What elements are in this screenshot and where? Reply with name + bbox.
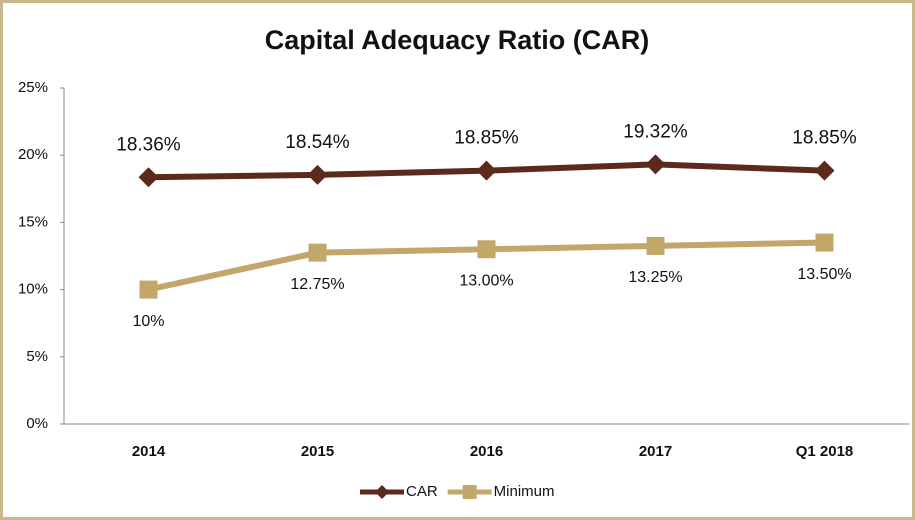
data-label: 13.25% bbox=[628, 269, 682, 286]
data-label: 13.50% bbox=[797, 266, 851, 283]
marker bbox=[477, 240, 496, 259]
y-tick-label: 5% bbox=[26, 348, 48, 365]
y-tick-label: 25% bbox=[18, 79, 48, 96]
x-tick-label: Q1 2018 bbox=[796, 443, 854, 460]
data-label: 10% bbox=[132, 313, 164, 330]
legend-marker bbox=[462, 485, 477, 499]
marker bbox=[815, 233, 834, 252]
marker bbox=[646, 236, 665, 255]
marker bbox=[476, 160, 497, 181]
marker bbox=[645, 154, 666, 175]
x-tick-label: 2014 bbox=[132, 443, 166, 460]
x-tick-label: 2016 bbox=[470, 443, 503, 460]
legend-label: CAR bbox=[406, 483, 438, 500]
marker bbox=[307, 164, 328, 185]
data-label: 13.00% bbox=[459, 272, 513, 289]
y-tick-label: 20% bbox=[18, 146, 48, 163]
x-tick-label: 2015 bbox=[301, 443, 334, 460]
legend-label: Minimum bbox=[494, 483, 555, 500]
data-label: 18.85% bbox=[454, 128, 519, 149]
data-label: 18.85% bbox=[792, 128, 857, 149]
y-tick-label: 0% bbox=[26, 415, 48, 432]
data-label: 18.54% bbox=[285, 132, 350, 153]
marker bbox=[308, 243, 327, 262]
y-tick-label: 10% bbox=[18, 281, 48, 298]
legend-marker bbox=[375, 485, 389, 499]
marker bbox=[139, 280, 158, 299]
data-label: 12.75% bbox=[290, 276, 344, 293]
data-label: 18.36% bbox=[116, 134, 181, 155]
marker bbox=[138, 167, 159, 188]
y-tick-label: 15% bbox=[18, 213, 48, 230]
chart-title: Capital Adequacy Ratio (CAR) bbox=[265, 25, 650, 55]
marker bbox=[814, 160, 835, 181]
x-tick-label: 2017 bbox=[639, 443, 672, 460]
data-label: 19.32% bbox=[623, 121, 688, 142]
